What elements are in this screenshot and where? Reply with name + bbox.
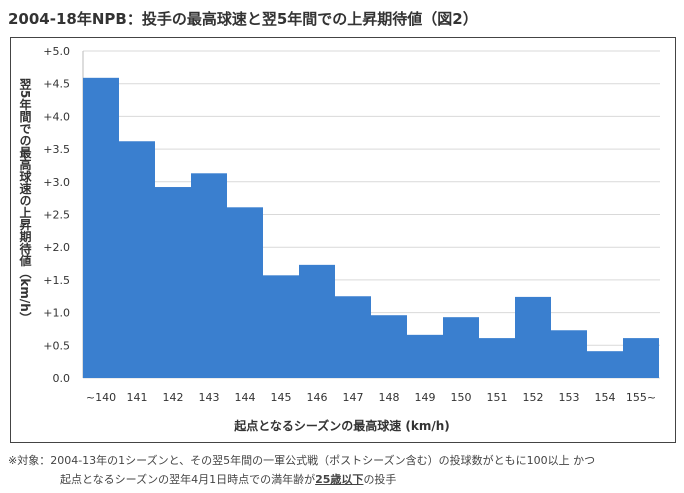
bar <box>83 77 119 379</box>
x-tick-label: 146 <box>307 391 328 404</box>
y-tick-label: +5.0 <box>43 45 70 58</box>
bar <box>263 275 299 378</box>
x-tick-label: 145 <box>271 391 292 404</box>
bar <box>119 141 155 378</box>
bar <box>551 330 587 378</box>
x-tick-label: 151 <box>487 391 508 404</box>
y-tick-label: +1.0 <box>43 307 70 320</box>
bar <box>407 334 443 378</box>
y-axis-label: 翌5年間での最高球速の上昇期待値（km/h） <box>18 78 32 324</box>
bar <box>515 296 551 378</box>
x-tick-label: 150 <box>451 391 472 404</box>
y-tick-label: +1.5 <box>43 274 70 287</box>
y-tick-label: +4.5 <box>43 78 70 91</box>
x-tick-label: 152 <box>523 391 544 404</box>
bar <box>623 338 659 378</box>
y-tick-label: +3.0 <box>43 176 70 189</box>
y-tick-label: +2.5 <box>43 209 70 222</box>
x-tick-label: 154 <box>595 391 616 404</box>
bar <box>587 351 623 378</box>
x-tick-label: 155~ <box>626 391 656 404</box>
note-line-2: 起点となるシーズンの翌年4月1日時点での満年齢が25歳以下の投手 <box>60 471 396 487</box>
note-text: の投手 <box>363 473 397 486</box>
note-line-1: ※対象：2004-13年の1シーズンと、その翌5年間の一軍公式戦（ポストシーズン… <box>8 454 596 467</box>
y-tick-label: +4.0 <box>43 110 70 123</box>
bar <box>479 338 515 378</box>
bar <box>227 207 263 378</box>
x-tick-label: 143 <box>199 391 220 404</box>
x-tick-label: 142 <box>163 391 184 404</box>
x-tick-label: 153 <box>559 391 580 404</box>
y-tick-label: +3.5 <box>43 143 70 156</box>
x-tick-label: 147 <box>343 391 364 404</box>
bar <box>335 296 371 378</box>
x-tick-label: 144 <box>235 391 256 404</box>
bar <box>299 264 335 378</box>
x-tick-label: ~140 <box>86 391 116 404</box>
y-tick-label: 0.0 <box>53 372 71 385</box>
chart-frame <box>10 37 676 443</box>
bar <box>191 173 227 378</box>
x-axis-label: 起点となるシーズンの最高球速 (km/h) <box>234 419 450 433</box>
y-tick-label: +0.5 <box>43 339 70 352</box>
x-tick-label: 148 <box>379 391 400 404</box>
bar <box>155 187 191 378</box>
y-tick-label: +2.0 <box>43 241 70 254</box>
note-text: 起点となるシーズンの翌年4月1日時点での満年齢が <box>60 473 316 486</box>
x-tick-label: 149 <box>415 391 436 404</box>
x-tick-label: 141 <box>127 391 148 404</box>
bar <box>443 317 479 378</box>
note-emphasis: 25歳以下 <box>315 473 364 486</box>
bar <box>371 315 407 378</box>
chart-title: 2004-18年NPB：投手の最高球速と翌5年間での上昇期待値（図2） <box>8 10 478 28</box>
